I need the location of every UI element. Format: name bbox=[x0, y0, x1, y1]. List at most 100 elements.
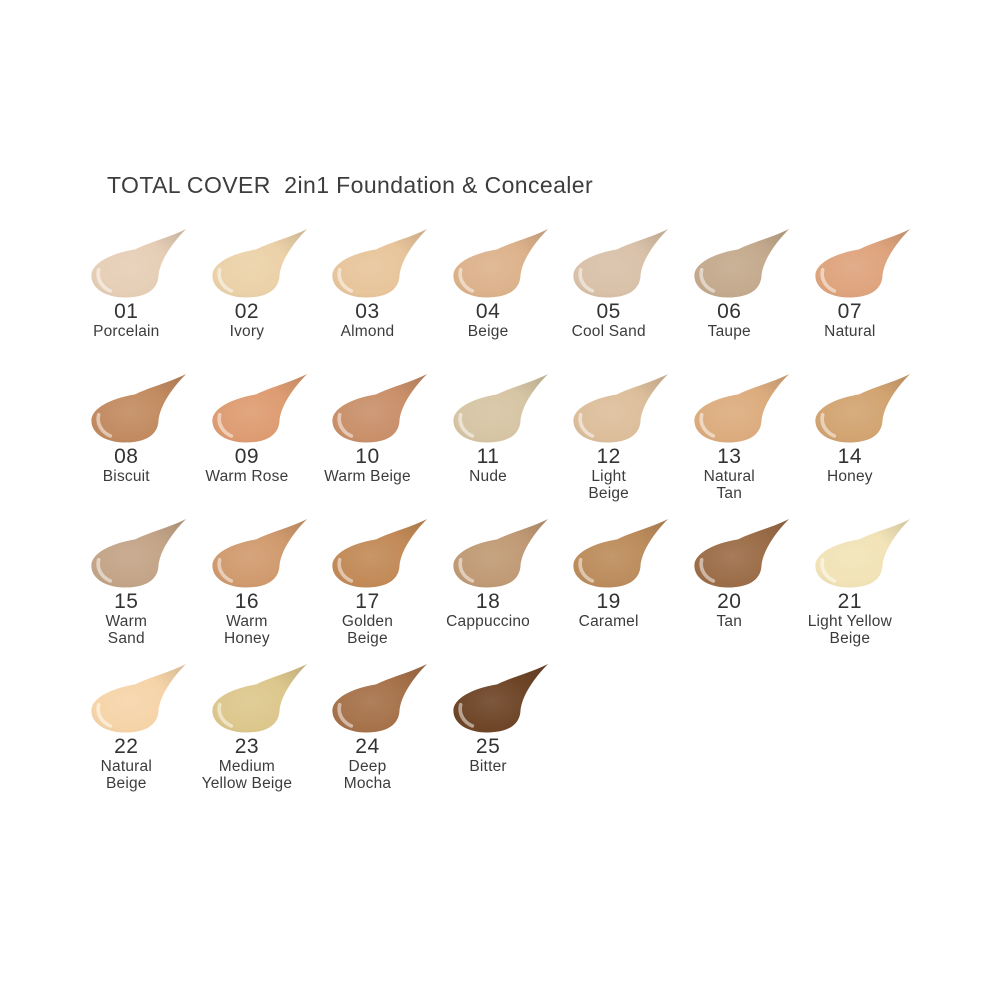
shade-cell: 13 Natural Tan bbox=[669, 371, 790, 502]
swatch-drop-shape bbox=[211, 373, 307, 443]
swatch-drop-shape bbox=[91, 228, 187, 298]
shade-name-line: Light bbox=[591, 468, 626, 486]
page-title: TOTAL COVER 2in1 Foundation & Concealer bbox=[107, 172, 594, 198]
shade-cell: 16 Warm Honey bbox=[187, 516, 308, 647]
shade-cell: 18 Cappuccino bbox=[428, 516, 549, 630]
shade-cell: 09 Warm Rose bbox=[187, 371, 308, 485]
swatch-highlight bbox=[819, 412, 836, 438]
shade-name: Cool Sand bbox=[548, 323, 669, 340]
shade-cell: 11 Nude bbox=[428, 371, 549, 485]
shade-name: Medium Yellow Beige bbox=[187, 758, 308, 792]
shade-number: 18 bbox=[475, 590, 501, 613]
shade-cell: 05 Cool Sand bbox=[548, 226, 669, 340]
swatch-drop-shape bbox=[694, 518, 790, 588]
swatch-drop-shape bbox=[694, 373, 790, 443]
shade-cell: 14 Honey bbox=[790, 371, 911, 485]
swatch-highlight bbox=[699, 557, 716, 583]
swatch-highlight bbox=[337, 412, 354, 438]
swatch-highlight bbox=[216, 412, 233, 438]
shade-cell: 01 Porcelain bbox=[66, 226, 187, 340]
shade-cell: 24 Deep Mocha bbox=[307, 661, 428, 792]
swatch-drop-icon bbox=[453, 373, 548, 443]
shade-number: 17 bbox=[355, 590, 380, 613]
swatch-drop-icon bbox=[453, 228, 548, 298]
swatch-drop-icon bbox=[453, 663, 548, 733]
shade-name: Tan bbox=[669, 613, 790, 630]
shade-name-line: Biscuit bbox=[102, 468, 150, 486]
shade-cell: 10 Warm Beige bbox=[307, 371, 428, 485]
shade-row: 08 Biscuit 09 Warm Rose 10 Warm Beige 11… bbox=[0, 371, 1000, 516]
swatch-drop-shape bbox=[573, 228, 669, 298]
shade-name-line: Medium bbox=[218, 758, 276, 776]
shade-cell: 20 Tan bbox=[669, 516, 790, 630]
shade-name: Beige bbox=[428, 323, 549, 340]
swatch-drop-icon bbox=[573, 373, 669, 443]
shade-name: Nude bbox=[428, 468, 549, 485]
swatch-highlight bbox=[337, 557, 354, 583]
shade-cell: 07 Natural bbox=[790, 226, 911, 340]
swatch-drop-shape bbox=[573, 373, 669, 443]
shade-name-line: Ivory bbox=[229, 323, 265, 341]
shade-cell: 25 Bitter bbox=[428, 661, 549, 775]
shade-name-line: Natural bbox=[824, 323, 876, 341]
swatch-drop-shape bbox=[814, 373, 910, 443]
shade-name-line: Beige bbox=[829, 630, 871, 648]
shade-name: Bitter bbox=[428, 758, 549, 775]
shade-name-line: Almond bbox=[340, 323, 395, 341]
swatch-highlight bbox=[699, 267, 716, 293]
shade-cell: 04 Beige bbox=[428, 226, 549, 340]
shade-name-line: Beige bbox=[105, 775, 147, 793]
swatch-highlight bbox=[578, 412, 595, 438]
swatch-drop-shape bbox=[453, 518, 548, 588]
shade-grid: 01 Porcelain 02 Ivory 03 Almond 04 Beige bbox=[0, 226, 1000, 806]
shade-cell: 21 Light Yellow Beige bbox=[790, 516, 911, 647]
shade-name: Warm Rose bbox=[187, 468, 308, 485]
shade-number: 24 bbox=[355, 735, 380, 758]
shade-name-line: Warm bbox=[226, 613, 268, 631]
swatch-highlight bbox=[96, 557, 113, 583]
shade-name: Warm Beige bbox=[307, 468, 428, 485]
swatch-highlight bbox=[699, 412, 716, 438]
swatch-drop-icon bbox=[91, 373, 187, 443]
swatch-drop-shape bbox=[211, 663, 307, 733]
shade-name-line: Tan bbox=[716, 485, 743, 503]
swatch-highlight bbox=[96, 412, 113, 438]
swatch-drop-icon bbox=[694, 228, 790, 298]
shade-name: Ivory bbox=[187, 323, 308, 340]
shade-cell: 06 Taupe bbox=[669, 226, 790, 340]
swatch-drop-icon bbox=[211, 663, 307, 733]
shade-cell: 12 Light Beige bbox=[548, 371, 669, 502]
shade-name-line: Honey bbox=[223, 630, 270, 648]
swatch-highlight bbox=[578, 267, 595, 293]
shade-name-line: Tan bbox=[716, 613, 743, 631]
shade-name-line: Warm bbox=[105, 613, 148, 631]
shade-number: 08 bbox=[114, 445, 139, 468]
shade-name: Honey bbox=[790, 468, 911, 485]
shade-name: Light Yellow Beige bbox=[790, 613, 911, 647]
shade-cell: 22 Natural Beige bbox=[66, 661, 187, 792]
swatch-drop-shape bbox=[573, 518, 669, 588]
shade-number: 22 bbox=[114, 735, 139, 758]
shade-name-line: Taupe bbox=[707, 323, 751, 341]
shade-row: 22 Natural Beige 23 Medium Yellow Beige 24… bbox=[0, 661, 1000, 806]
shade-number: 07 bbox=[837, 300, 863, 323]
swatch-drop-shape bbox=[211, 518, 307, 588]
shade-name-line: Cappuccino bbox=[446, 613, 530, 631]
swatch-highlight bbox=[337, 702, 354, 728]
shade-cell: 17 Golden Beige bbox=[307, 516, 428, 647]
swatch-drop-icon bbox=[332, 663, 428, 733]
shade-name: Porcelain bbox=[66, 323, 187, 340]
swatch-drop-shape bbox=[332, 663, 428, 733]
swatch-drop-icon bbox=[332, 373, 428, 443]
swatch-drop-icon bbox=[814, 373, 910, 443]
shade-name: Light Beige bbox=[548, 468, 669, 502]
shade-name-line: Bitter bbox=[469, 758, 507, 776]
shade-name-line: Yellow Beige bbox=[201, 775, 293, 793]
shade-name-line: Warm Beige bbox=[324, 468, 411, 486]
shade-number: 02 bbox=[234, 300, 260, 323]
shade-name: Natural Beige bbox=[66, 758, 187, 792]
shade-name-line: Natural bbox=[703, 468, 755, 486]
swatch-drop-shape bbox=[814, 228, 910, 298]
shade-name: Taupe bbox=[669, 323, 790, 340]
